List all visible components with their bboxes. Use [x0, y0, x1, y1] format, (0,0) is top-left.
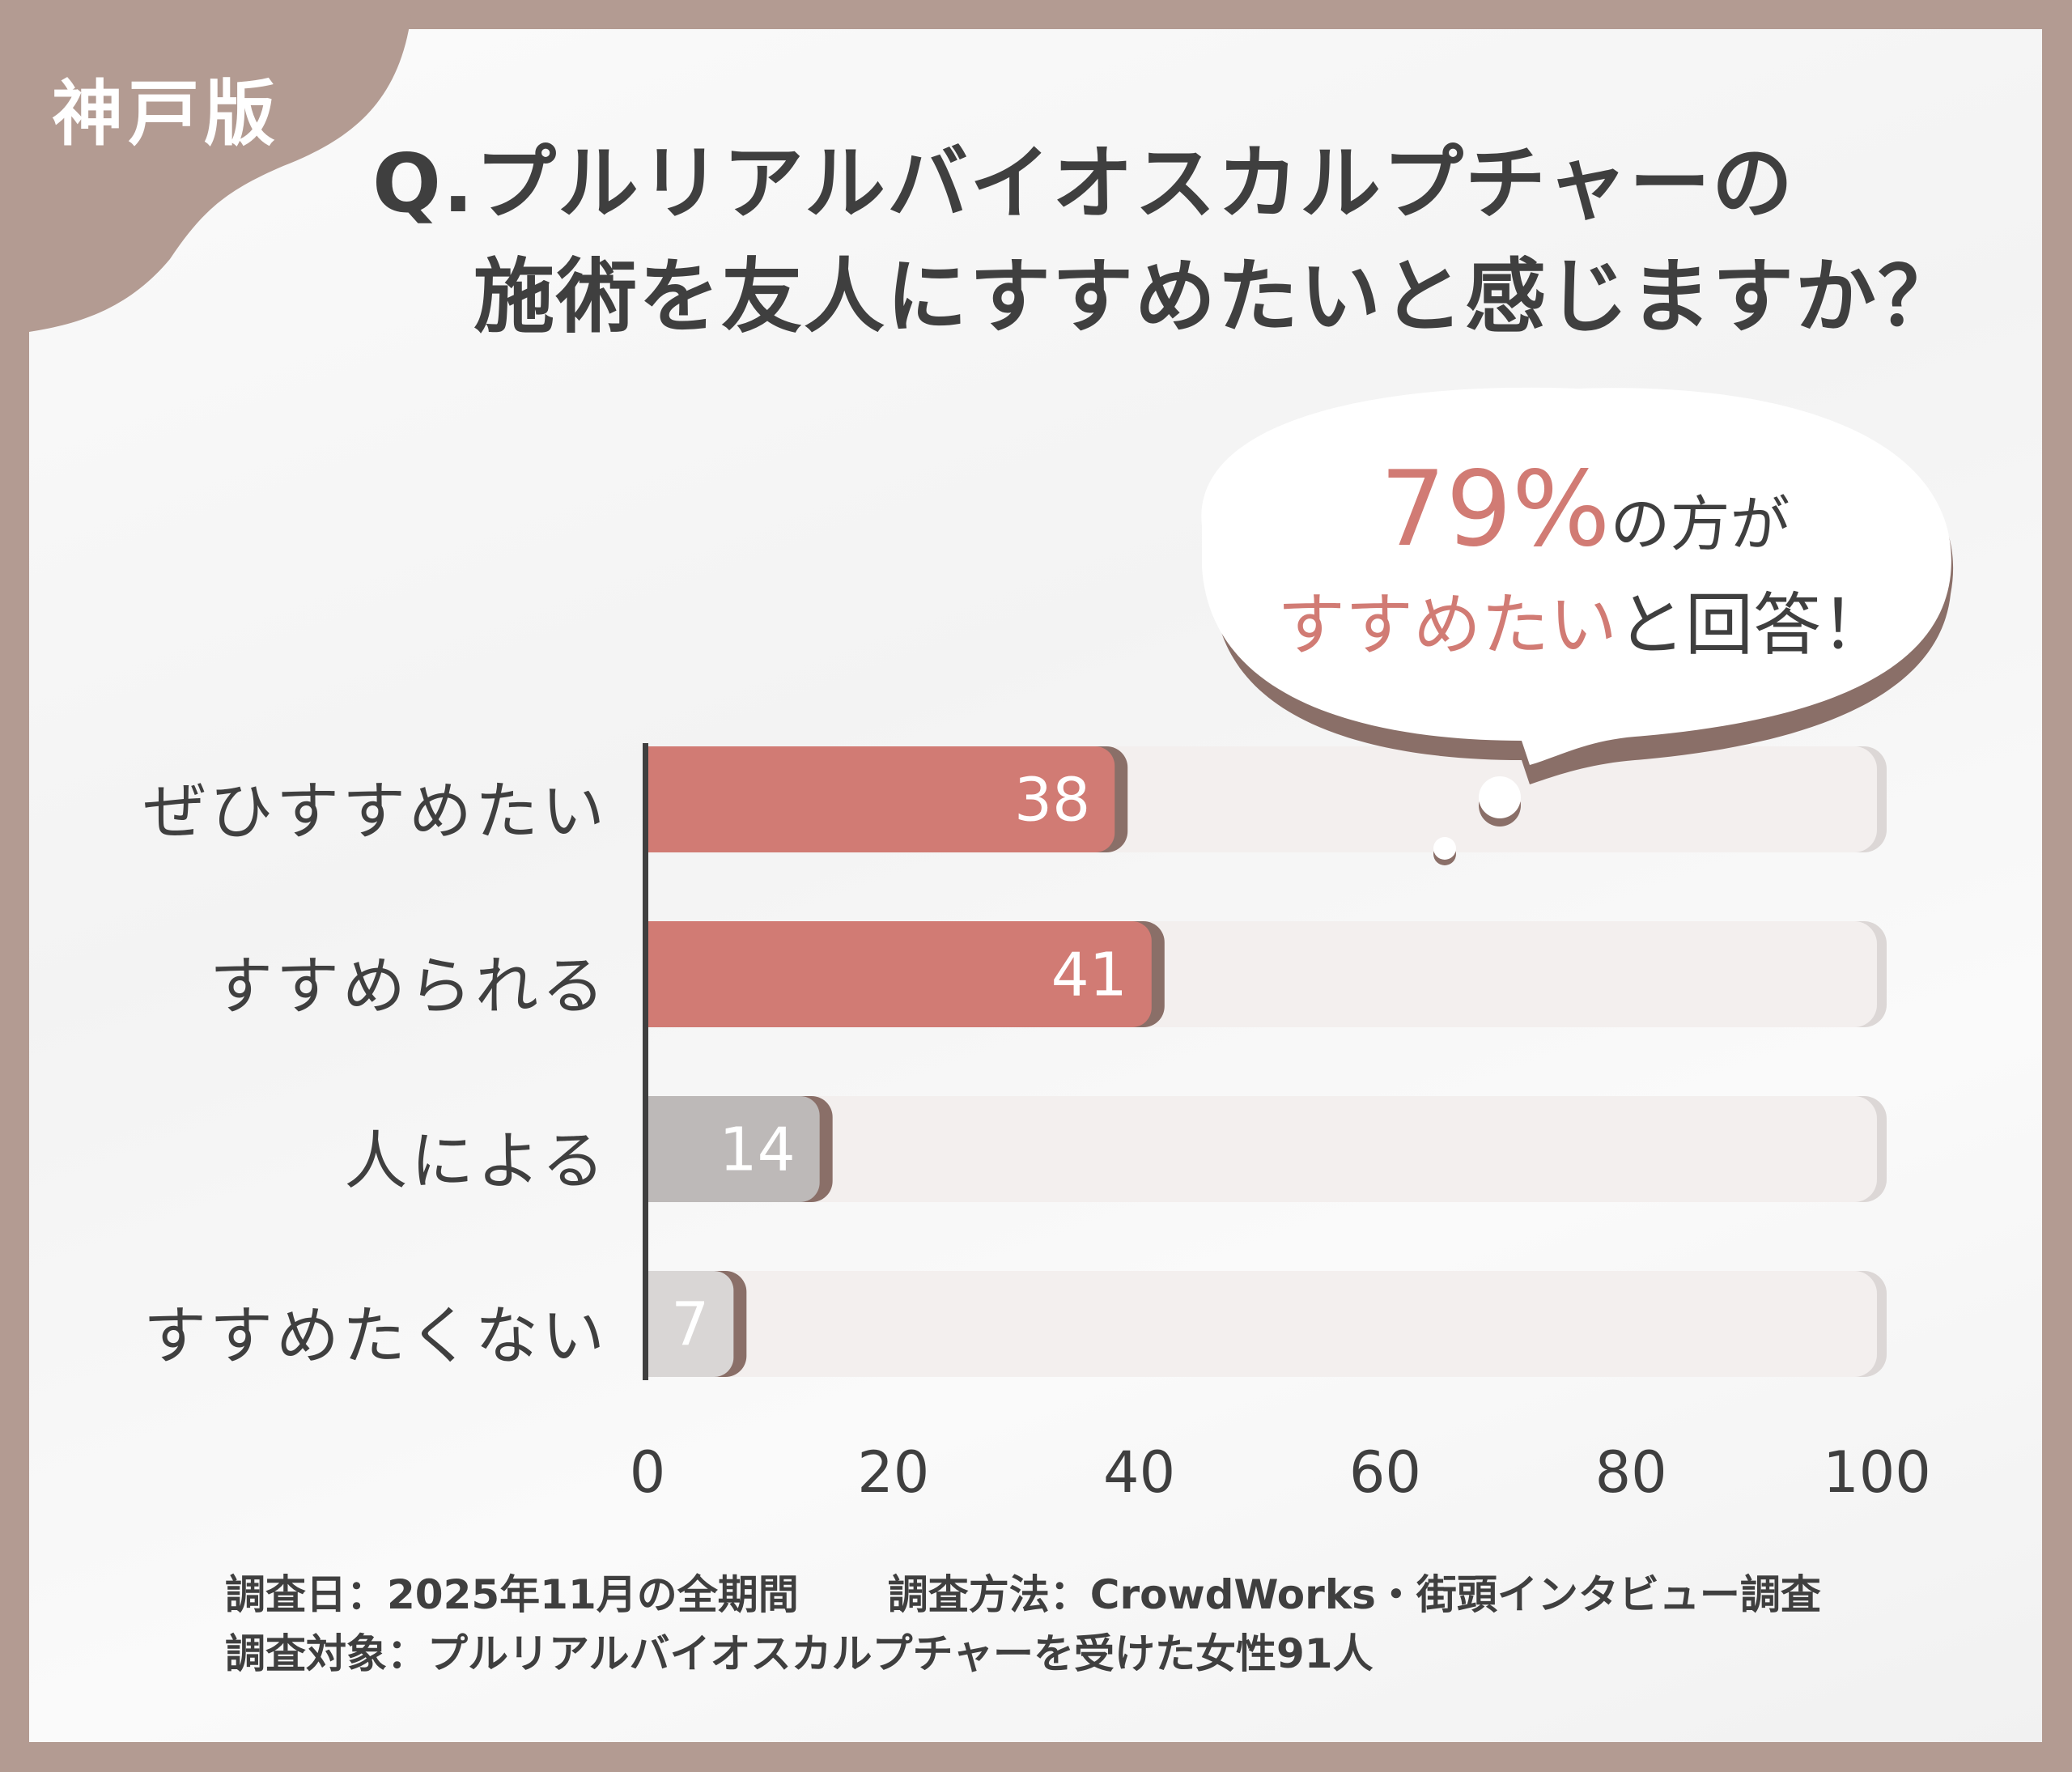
x-tick-label: 80 — [1594, 1439, 1667, 1506]
survey-date: 調査日：2025年11月の全期間 — [225, 1571, 799, 1618]
bar-left-edge — [648, 1096, 672, 1202]
x-tick-label: 100 — [1823, 1439, 1931, 1506]
callout-line-1: 79%の方が — [1380, 449, 1790, 570]
category-label: 人による — [344, 1125, 608, 1198]
x-tick-label: 0 — [629, 1439, 666, 1506]
callout-line-2: すすめたいと回答！ — [1277, 571, 1889, 669]
footer-line-1: 調査日：2025年11月の全期間 調査方法：CrowdWorks・街頭インタビュー… — [225, 1562, 1821, 1621]
bar-track — [648, 1096, 1877, 1202]
bar — [648, 1096, 820, 1202]
bar-value-label: 14 — [719, 1115, 795, 1185]
callout-answer: と回答！ — [1617, 585, 1890, 665]
category-label: ぜひすすめたい — [142, 776, 608, 848]
callout-rest: の方が — [1610, 490, 1790, 559]
bar-left-edge — [648, 921, 672, 1027]
category-label: すすめたくない — [142, 1300, 608, 1373]
edition-label: 神戸版 — [52, 72, 281, 155]
title-line-1: Q.プルリアルバイオスカルプチャーの — [372, 136, 1794, 231]
category-label: すすめられる — [209, 950, 608, 1023]
bar-track — [648, 1271, 1877, 1377]
card — [29, 29, 2042, 1742]
x-tick-label: 40 — [1103, 1439, 1176, 1506]
title-line-2: 施術を友人にすすめたいと感じますか？ — [473, 249, 1960, 344]
speech-bubble — [1201, 387, 1954, 865]
x-tick-label: 60 — [1348, 1439, 1421, 1506]
bar-value-label: 7 — [671, 1290, 709, 1360]
bar — [648, 746, 1115, 852]
survey-target: 調査対象：プルリアルバイオスカルプチャーを受けた女性91人 — [225, 1630, 1374, 1677]
bar-value-label: 38 — [1014, 766, 1090, 835]
y-axis-line — [643, 743, 648, 1380]
callout-highlight: すすめたい — [1277, 585, 1618, 665]
callout-percent: 79% — [1380, 449, 1611, 570]
bar-value-label: 41 — [1051, 941, 1127, 1010]
bar-left-edge — [648, 746, 672, 852]
bar-left-edge — [648, 1271, 672, 1377]
x-tick-label: 20 — [857, 1439, 930, 1506]
survey-method: 調査方法：CrowdWorks・街頭インタビュー調査 — [887, 1571, 1821, 1618]
bar — [648, 921, 1152, 1027]
corner-decoration — [0, 0, 413, 332]
